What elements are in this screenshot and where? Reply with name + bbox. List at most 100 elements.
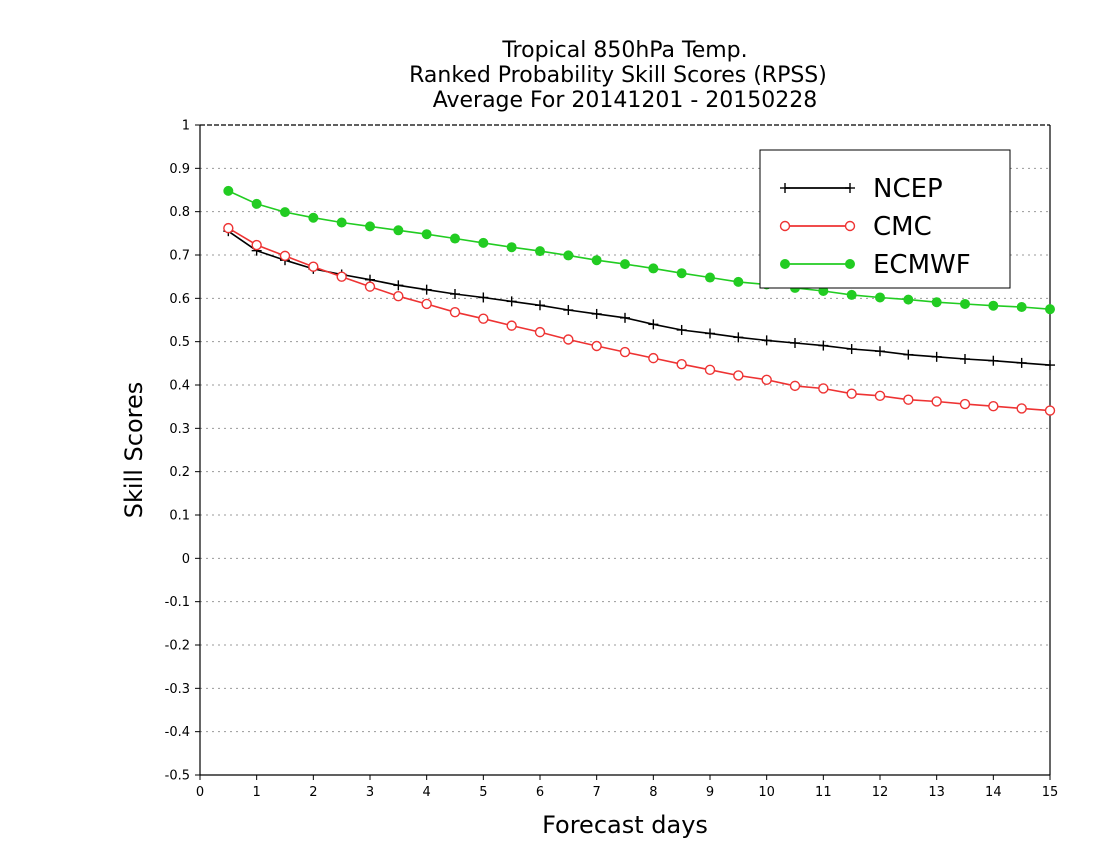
data-point-ecmwf-27: [988, 300, 999, 311]
data-point-ncep-17: [705, 328, 715, 339]
data-point-ecmwf-14: [620, 259, 630, 270]
series-ecmwf: [223, 185, 1055, 315]
data-point-ecmwf-13: [591, 255, 602, 266]
data-point-ecmwf-23: [875, 292, 885, 303]
data-point-ncep-19: [761, 335, 772, 346]
data-point-ncep-14: [620, 312, 630, 323]
data-point-cmc-13: [591, 340, 602, 352]
data-point-cmc-7: [421, 298, 432, 310]
legend-marker-start-ncep: [780, 183, 790, 193]
data-point-cmc-25: [931, 396, 942, 407]
y-tick-label-13: 0.8: [169, 205, 190, 220]
data-point-ncep-10: [506, 296, 517, 307]
data-point-ecmwf-4: [336, 217, 347, 228]
data-point-cmc-17: [704, 364, 716, 376]
y-tick-label-1: -0.4: [165, 725, 190, 740]
y-axis-title: Skill Scores: [120, 382, 148, 519]
x-tick-label-9: 9: [706, 785, 714, 800]
x-tick-label-1: 1: [253, 785, 261, 800]
data-point-ecmwf-29: [1045, 304, 1055, 315]
data-point-ecmwf-26: [960, 298, 970, 309]
data-point-ncep-20: [790, 337, 800, 348]
data-point-ncep-26: [960, 354, 970, 364]
data-point-ecmwf-18: [733, 276, 744, 287]
x-tick-label-7: 7: [593, 785, 601, 800]
data-point-ecmwf-10: [506, 242, 517, 253]
x-tick-label-0: 0: [196, 785, 204, 800]
legend: NCEP CMC ECMWF: [759, 149, 1011, 289]
y-tick-label-2: -0.3: [165, 682, 190, 697]
data-point-cmc-10: [506, 320, 517, 331]
data-point-ncep-21: [818, 340, 829, 351]
data-point-ecmwf-9: [478, 237, 489, 248]
data-point-ncep-22: [846, 344, 857, 355]
y-tick-label-4: -0.1: [165, 595, 190, 610]
x-tick-label-6: 6: [536, 785, 544, 800]
data-point-ecmwf-15: [648, 263, 659, 274]
data-point-ncep-23: [875, 346, 885, 357]
chart-title-line-2: Ranked Probability Skill Scores (RPSS): [409, 63, 827, 88]
legend-marker-end-ncep: [845, 183, 855, 193]
data-point-ncep-24: [903, 349, 914, 360]
data-point-ecmwf-24: [903, 294, 914, 305]
data-point-cmc-4: [336, 271, 347, 282]
data-point-ecmwf-17: [705, 272, 715, 283]
y-tick-label-6: 0.1: [169, 509, 190, 524]
data-point-ecmwf-6: [393, 225, 404, 236]
y-tick-label-8: 0.3: [169, 422, 190, 437]
data-point-ncep-12: [563, 305, 574, 316]
data-point-cmc-5: [364, 281, 376, 292]
legend-label-cmc: CMC: [873, 212, 932, 242]
legend-label-ncep: NCEP: [873, 174, 943, 204]
data-point-ecmwf-25: [931, 297, 942, 308]
data-point-cmc-22: [846, 388, 857, 399]
data-point-ncep-15: [648, 319, 659, 330]
x-tick-label-13: 13: [928, 785, 945, 800]
data-point-ncep-16: [676, 324, 687, 335]
data-point-ncep-29: [1045, 360, 1055, 371]
data-point-ncep-7: [421, 284, 432, 295]
data-point-cmc-26: [959, 398, 971, 410]
data-point-ecmwf-11: [535, 246, 545, 257]
data-point-ncep-6: [393, 280, 404, 291]
x-tick-label-15: 15: [1042, 785, 1059, 800]
data-point-cmc-8: [449, 307, 461, 318]
data-point-cmc-20: [789, 380, 801, 392]
data-point-cmc-18: [733, 370, 744, 381]
data-point-cmc-9: [478, 313, 489, 324]
data-point-ecmwf-12: [563, 250, 574, 261]
y-tick-label-0: -0.5: [165, 769, 190, 784]
legend-entry-cmc: CMC: [779, 212, 932, 242]
x-tick-label-5: 5: [479, 785, 487, 800]
data-point-cmc-16: [676, 359, 687, 370]
legend-marker-start-ecmwf: [780, 259, 790, 269]
x-tick-label-12: 12: [872, 785, 889, 800]
x-tick-label-2: 2: [309, 785, 317, 800]
legend-box: [759, 149, 1011, 289]
series-lines: [223, 185, 1056, 416]
data-point-ecmwf-22: [846, 289, 857, 300]
data-point-cmc-27: [988, 401, 999, 412]
x-tick-label-3: 3: [366, 785, 374, 800]
y-tick-label-14: 0.9: [169, 162, 190, 177]
data-point-ecmwf-8: [450, 233, 460, 244]
data-point-cmc-12: [563, 334, 574, 345]
data-point-ncep-11: [535, 300, 545, 311]
data-point-cmc-6: [393, 290, 404, 302]
x-tick-label-8: 8: [649, 785, 657, 800]
y-tick-label-5: 0: [182, 552, 190, 567]
data-point-cmc-28: [1016, 403, 1027, 414]
data-point-cmc-14: [619, 346, 631, 358]
legend-entry-ecmwf: ECMWF: [780, 250, 971, 280]
data-point-ncep-28: [1016, 357, 1027, 368]
y-tick-label-3: -0.2: [165, 639, 190, 654]
data-point-cmc-2: [279, 250, 291, 262]
x-tick-label-4: 4: [423, 785, 431, 800]
data-point-ncep-13: [591, 308, 602, 319]
legend-label-ecmwf: ECMWF: [873, 250, 971, 280]
data-point-ecmwf-1: [251, 198, 262, 209]
legend-marker-end-cmc: [844, 220, 856, 232]
data-point-cmc-11: [534, 326, 546, 338]
data-point-ecmwf-0: [223, 185, 234, 196]
